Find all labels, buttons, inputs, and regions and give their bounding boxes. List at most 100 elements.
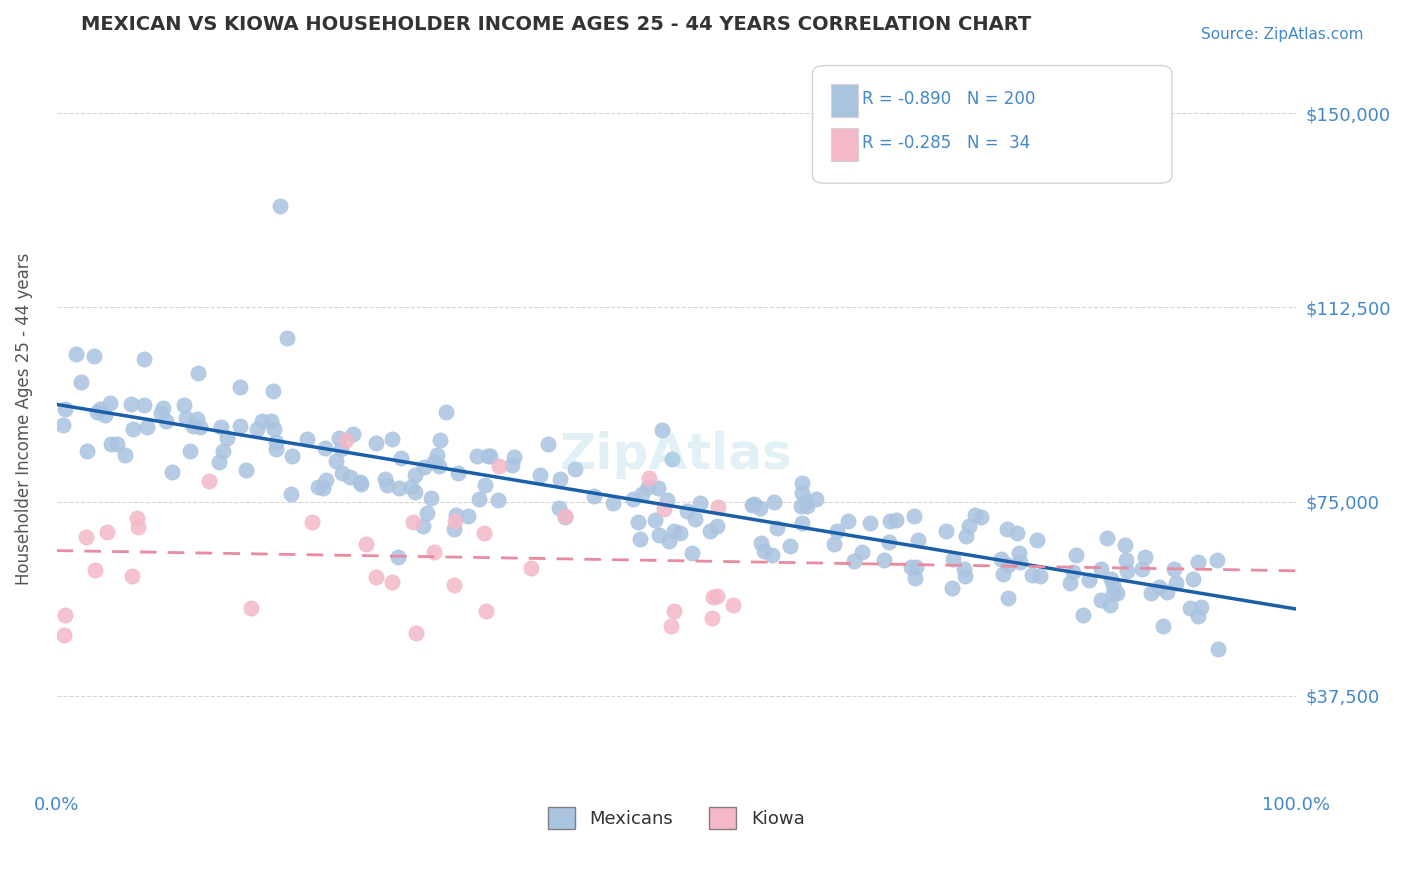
Point bbox=[706, 518, 728, 533]
Point bbox=[423, 545, 446, 559]
Point bbox=[548, 500, 571, 515]
Point bbox=[859, 516, 882, 530]
Point bbox=[1101, 572, 1123, 586]
Point bbox=[295, 432, 318, 446]
Point bbox=[262, 384, 284, 399]
Point bbox=[754, 544, 776, 558]
Point bbox=[1008, 545, 1031, 559]
Point bbox=[374, 472, 396, 486]
Point bbox=[98, 396, 121, 410]
Point bbox=[904, 559, 927, 574]
Point bbox=[741, 498, 763, 512]
Point bbox=[53, 607, 76, 622]
Point bbox=[152, 401, 174, 416]
Point bbox=[155, 414, 177, 428]
Point bbox=[415, 506, 437, 520]
Point bbox=[661, 451, 683, 466]
Point bbox=[501, 458, 523, 473]
Point bbox=[381, 432, 404, 446]
Point bbox=[301, 515, 323, 529]
Point bbox=[187, 366, 209, 380]
Point bbox=[1078, 573, 1101, 587]
Point bbox=[1101, 578, 1123, 592]
Point bbox=[1029, 569, 1052, 583]
Point bbox=[264, 434, 287, 449]
Point bbox=[621, 492, 644, 507]
Y-axis label: Householder Income Ages 25 - 44 years: Householder Income Ages 25 - 44 years bbox=[15, 252, 32, 585]
Point bbox=[664, 524, 686, 538]
Point bbox=[664, 604, 686, 618]
Point bbox=[198, 474, 221, 488]
Point bbox=[444, 514, 467, 528]
Point bbox=[644, 513, 666, 527]
Point bbox=[307, 480, 329, 494]
Point bbox=[402, 516, 425, 530]
Point bbox=[52, 417, 75, 432]
Point bbox=[1071, 607, 1094, 622]
Point bbox=[364, 436, 387, 450]
Point bbox=[766, 521, 789, 535]
Legend: Mexicans, Kiowa: Mexicans, Kiowa bbox=[541, 800, 811, 837]
Point bbox=[637, 471, 659, 485]
Point bbox=[942, 552, 965, 566]
Point bbox=[405, 625, 427, 640]
Point bbox=[186, 411, 208, 425]
Point bbox=[1182, 572, 1205, 586]
Point bbox=[89, 401, 111, 416]
Point bbox=[763, 495, 786, 509]
Point bbox=[794, 494, 817, 508]
Point bbox=[330, 442, 353, 456]
Point bbox=[53, 401, 76, 416]
Point bbox=[229, 380, 252, 394]
Point bbox=[796, 500, 818, 514]
Point bbox=[457, 509, 479, 524]
Point bbox=[260, 414, 283, 428]
Point bbox=[125, 510, 148, 524]
Point bbox=[477, 449, 499, 463]
Point bbox=[105, 436, 128, 450]
Point bbox=[280, 449, 302, 463]
Point bbox=[823, 537, 845, 551]
Point bbox=[837, 515, 859, 529]
Point bbox=[276, 331, 298, 345]
Point bbox=[637, 480, 659, 494]
Point bbox=[1116, 564, 1139, 578]
Point bbox=[742, 497, 765, 511]
Point bbox=[136, 419, 159, 434]
Point bbox=[429, 459, 451, 474]
Point bbox=[903, 509, 925, 524]
Point bbox=[381, 574, 404, 589]
Point bbox=[1163, 562, 1185, 576]
Point bbox=[121, 569, 143, 583]
Point bbox=[127, 520, 149, 534]
Point bbox=[628, 532, 651, 546]
Point bbox=[779, 539, 801, 553]
Point bbox=[75, 530, 97, 544]
Point bbox=[486, 493, 509, 508]
Point bbox=[689, 496, 711, 510]
Point bbox=[904, 571, 927, 585]
Point bbox=[100, 436, 122, 450]
Point bbox=[96, 525, 118, 540]
Text: MEXICAN VS KIOWA HOUSEHOLDER INCOME AGES 25 - 44 YEARS CORRELATION CHART: MEXICAN VS KIOWA HOUSEHOLDER INCOME AGES… bbox=[82, 15, 1032, 34]
Point bbox=[217, 431, 239, 445]
Point bbox=[955, 529, 977, 543]
Point bbox=[181, 419, 204, 434]
Point bbox=[399, 480, 422, 494]
Point bbox=[1187, 555, 1209, 569]
Point bbox=[1101, 587, 1123, 601]
Point bbox=[669, 526, 692, 541]
Point bbox=[1097, 531, 1119, 545]
Point bbox=[325, 454, 347, 468]
Point bbox=[1005, 526, 1028, 541]
Point bbox=[602, 495, 624, 509]
Point bbox=[269, 199, 291, 213]
Point bbox=[69, 375, 91, 389]
FancyBboxPatch shape bbox=[813, 65, 1171, 183]
Point bbox=[676, 504, 699, 518]
Point bbox=[1059, 576, 1081, 591]
Point bbox=[467, 491, 489, 506]
Point bbox=[264, 442, 287, 457]
Point bbox=[1021, 568, 1043, 582]
Point bbox=[330, 466, 353, 480]
